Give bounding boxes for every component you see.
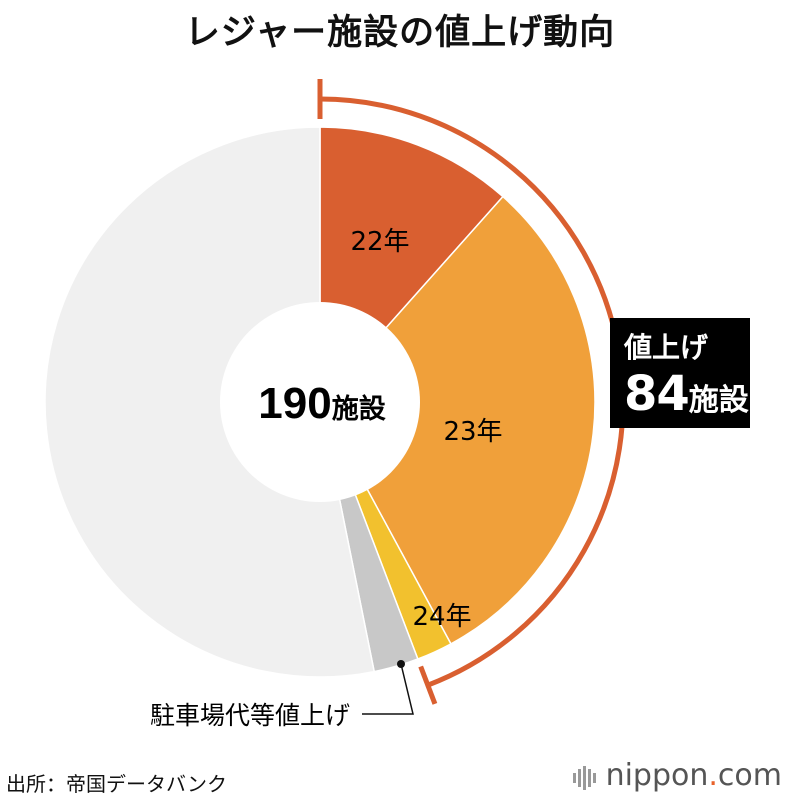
center-label: 190施設 — [258, 379, 386, 428]
leader-line — [362, 663, 414, 715]
center-unit: 施設 — [332, 393, 387, 425]
parking-leader — [362, 660, 414, 715]
callout-number: 84 — [624, 366, 690, 422]
slice-label-24: 24年 — [412, 602, 471, 632]
slice-label-parking: 駐車場代等値上げ — [150, 701, 350, 730]
slice-23 — [319, 195, 596, 645]
slice-label-22: 22年 — [350, 227, 409, 257]
slice-label-23: 23年 — [443, 417, 502, 447]
source-note: 出所：帝国データバンク — [6, 772, 227, 796]
chart-title: レジャー施設の値上げ動向 — [184, 13, 616, 53]
nippon-logo[interactable]: nippon.com — [572, 758, 782, 794]
logo-bars-icon — [572, 759, 598, 794]
donut-slices — [44, 126, 596, 678]
logo-dot: . — [708, 758, 718, 793]
donut-hole — [220, 302, 420, 502]
slice-other — [44, 126, 376, 678]
bracket-end-tick — [418, 665, 438, 705]
callout-unit: 施設 — [688, 383, 749, 418]
logo-name: nippon — [605, 758, 709, 793]
center-number: 190 — [258, 379, 331, 428]
logo-suffix: com — [717, 758, 782, 793]
callout-line2: 84施設 — [624, 366, 749, 422]
callout-line1: 値上げ — [624, 331, 709, 364]
callout-box: 値上げ 84施設 — [610, 318, 750, 428]
